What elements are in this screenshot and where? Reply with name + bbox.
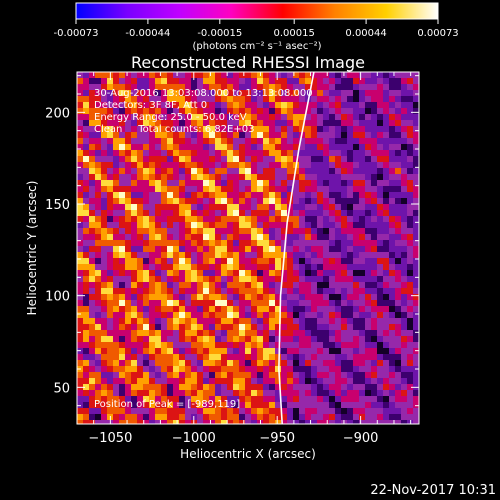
x-tick-label: −1050 <box>88 431 132 446</box>
plot-frame <box>76 71 420 425</box>
x-tick-label: −950 <box>259 431 295 446</box>
y-tick-label: 200 <box>45 106 70 121</box>
colorbar-tick-label: -0.00073 <box>54 28 99 39</box>
x-axis-ticks: −1050 −1000 −950 −900 <box>88 72 412 446</box>
y-axis-title: Heliocentric Y (arcsec) <box>25 181 39 316</box>
y-tick-label: 150 <box>45 198 70 213</box>
colorbar-ticks: -0.00073 -0.00044 -0.00015 0.00015 0.00044 0.… <box>54 19 459 39</box>
y-axis-ticks: 50 100 150 200 <box>45 75 419 407</box>
x-axis-title: Heliocentric X (arcsec) <box>180 447 316 461</box>
y-tick-label: 50 <box>53 381 70 396</box>
x-tick-label: −1000 <box>172 431 216 446</box>
footer-date: 22-Nov-2017 10:31 <box>370 483 496 498</box>
colorbar-tick-label: -0.00015 <box>197 28 242 39</box>
annotation-time-range: 30-Aug-2016 13:03:08.000 to 13:13:08.000 <box>94 88 313 99</box>
y-tick-label: 100 <box>45 290 70 305</box>
annotation-energy-range: Energy Range: 25.0 - 50.0 keV <box>94 112 247 123</box>
colorbar-tick-label: -0.00044 <box>125 28 170 39</box>
annotation-clean-counts: Clean Total counts: 6.82E+03 <box>94 124 254 135</box>
colorbar <box>75 2 439 20</box>
colorbar-units-label: (photons cm⁻² s⁻¹ asec⁻²) <box>192 41 321 52</box>
colorbar-tick-label: 0.00044 <box>345 28 386 39</box>
observation-annotations: 30-Aug-2016 13:03:08.000 to 13:13:08.000… <box>94 88 313 135</box>
x-tick-label: −900 <box>343 431 379 446</box>
chart-title: Reconstructed RHESSI Image <box>131 53 365 72</box>
solar-limb-curve <box>278 71 315 425</box>
colorbar-tick-label: 0.00073 <box>417 28 458 39</box>
colorbar-tick-label: 0.00015 <box>274 28 315 39</box>
annotation-detectors: Detectors: 3F 8F, Att 0 <box>94 100 207 111</box>
peak-position-label: Position of Peak = [-989,119] <box>94 399 240 410</box>
